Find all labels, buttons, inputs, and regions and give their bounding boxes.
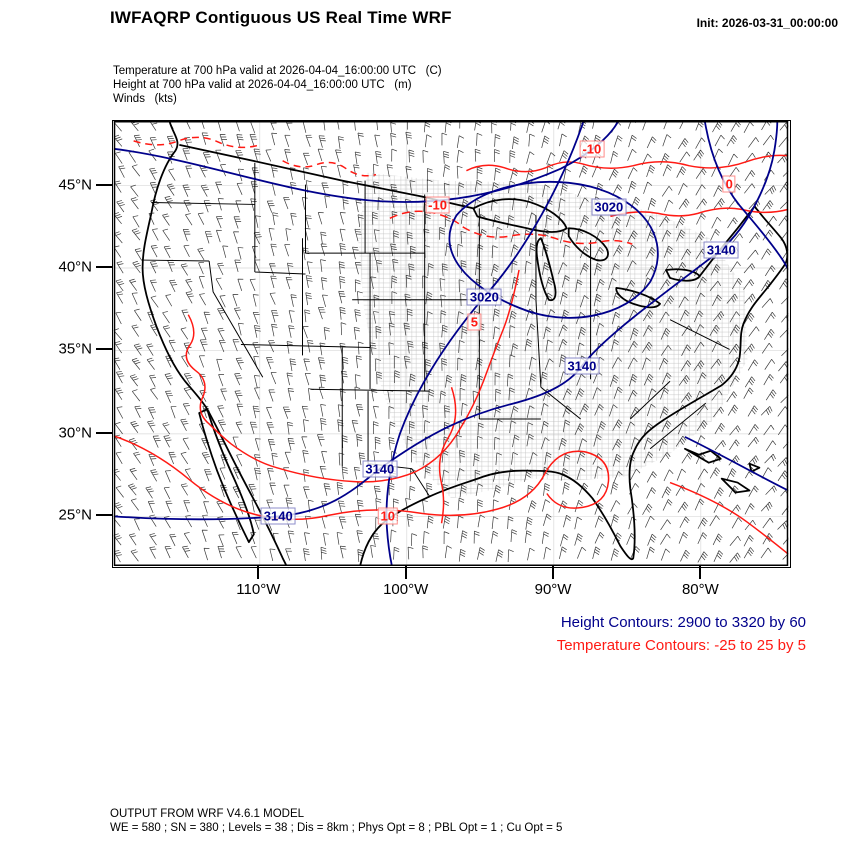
height-field-label: Height at 700 hPa valid at 2026-04-04_16… [113,79,412,91]
latitude-tick-label: 35°N [58,340,92,358]
weather-map-canvas [113,121,789,566]
longitude-tick [404,565,407,579]
temperature-contour-range: Temperature Contours: -25 to 25 by 5 [556,637,806,654]
latitude-tick [96,266,112,268]
latitude-tick-label: 25°N [58,506,92,524]
map-plot-area: -10 -10 0 5 10 3020 3020 3140 3140 3140 3140 [112,120,791,568]
longitude-tick [257,565,260,579]
model-info: OUTPUT FROM WRF V4.6.1 MODEL WE = 580 ; … [110,807,562,835]
longitude-tick-label: 100°W [383,581,429,598]
init-timestamp: Init: 2026-03-31_00:00:00 [696,16,838,30]
longitude-tick-label: 80°W [681,581,719,598]
latitude-tick-label: 45°N [58,176,92,194]
contour-legend: Height Contours: 2900 to 3320 by 60 Temp… [557,611,806,657]
temperature-contours [113,136,789,555]
longitude-tick-label: 90°W [534,581,572,598]
longitude-tick [699,565,702,579]
height-contour-range: Height Contours: 2900 to 3320 by 60 [560,614,806,631]
temperature-field-label: Temperature at 700 hPa valid at 2026-04-… [113,65,442,77]
latitude-tick-label: 30°N [58,424,92,442]
field-descriptions: Temperature at 700 hPa valid at 2026-04-… [113,64,442,106]
latitude-tick-label: 40°N [58,258,92,276]
state-borders [141,162,730,497]
latitude-tick [96,431,112,434]
page-title: IWFAQRP Contiguous US Real Time WRF [110,8,452,27]
county-texture [358,172,748,499]
wind-barbs [113,121,789,563]
winds-field-label: Winds (kts) [113,93,177,105]
model-version-line: OUTPUT FROM WRF V4.6.1 MODEL [110,808,305,820]
longitude-tick [552,565,555,579]
latitude-tick [96,348,112,351]
model-config-line: WE = 580 ; SN = 380 ; Levels = 38 ; Dis … [110,822,563,834]
latitude-tick [96,183,112,186]
longitude-tick-label: 110°W [236,581,281,598]
latitude-tick [96,514,112,517]
